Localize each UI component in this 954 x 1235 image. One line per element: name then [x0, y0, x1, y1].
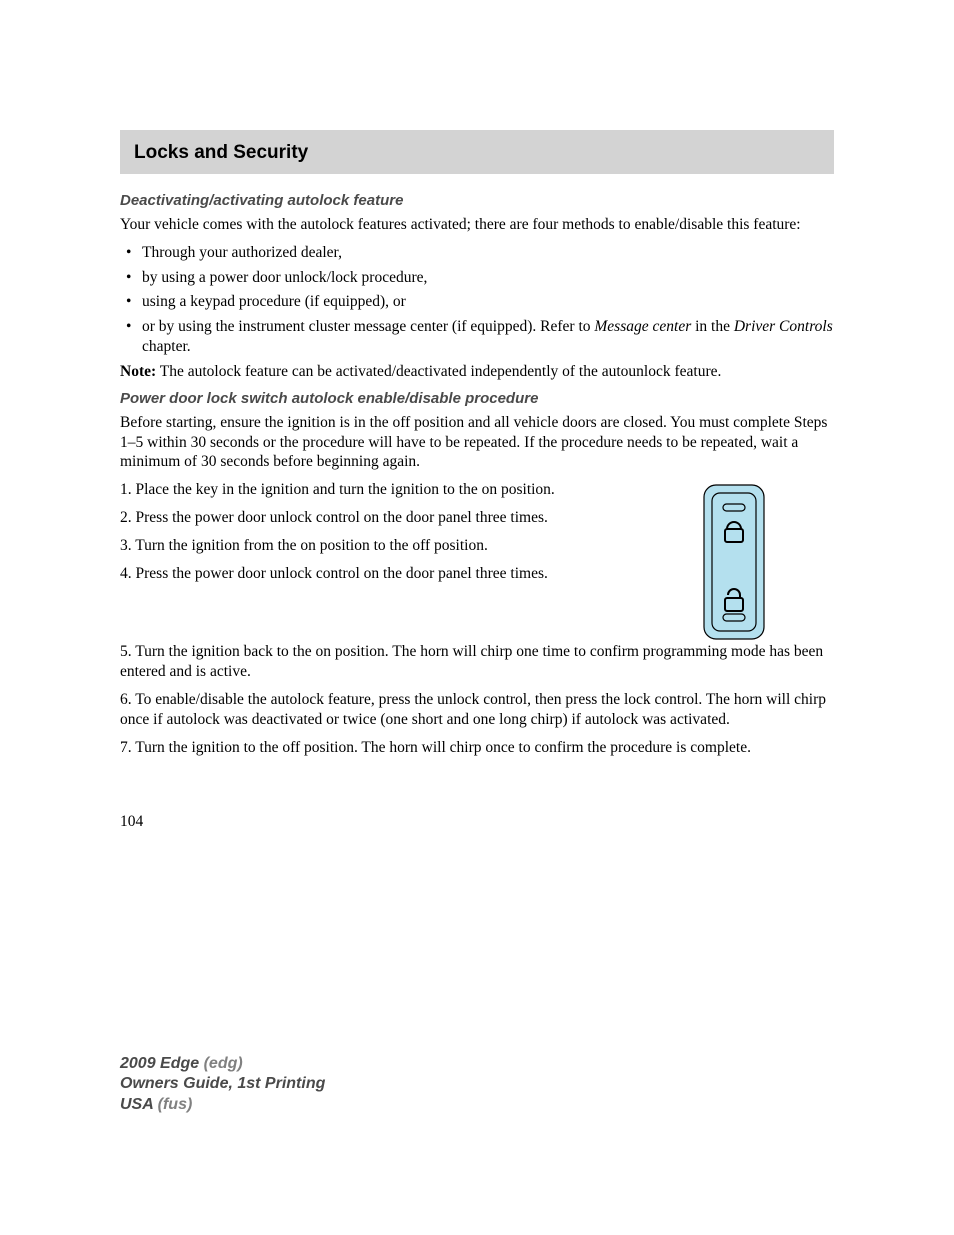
step-text: 6. To enable/disable the autolock featur…: [120, 690, 834, 730]
steps-column: 1. Place the key in the ignition and tur…: [120, 480, 616, 591]
illustration-column: [634, 480, 834, 642]
chapter-title: Locks and Security: [134, 142, 820, 164]
footer-line: USA (fus): [120, 1095, 325, 1115]
methods-list: Through your authorized dealer, by using…: [120, 243, 834, 357]
text-emphasis: Message center: [594, 318, 691, 335]
footer-line: Owners Guide, 1st Printing: [120, 1074, 325, 1094]
step-text: 3. Turn the ignition from the on positio…: [120, 536, 616, 556]
note-paragraph: Note: The autolock feature can be activa…: [120, 362, 834, 382]
footer-region: USA: [120, 1096, 153, 1113]
text-emphasis: Driver Controls: [734, 318, 833, 335]
list-item: or by using the instrument cluster messa…: [120, 317, 834, 357]
text: chapter.: [142, 338, 191, 355]
page-content: Locks and Security Deactivating/activati…: [0, 0, 954, 891]
text: in the: [691, 318, 734, 335]
intro-paragraph: Your vehicle comes with the autolock fea…: [120, 215, 834, 235]
chapter-header-bar: Locks and Security: [120, 130, 834, 174]
step-text: 7. Turn the ignition to the off position…: [120, 738, 834, 758]
footer-code: (edg): [199, 1055, 243, 1072]
step-text: 4. Press the power door unlock control o…: [120, 564, 616, 584]
procedure-intro: Before starting, ensure the ignition is …: [120, 413, 834, 472]
list-item: by using a power door unlock/lock proced…: [120, 268, 834, 288]
section-heading-autolock: Deactivating/activating autolock feature: [120, 192, 834, 209]
text: or by using the instrument cluster messa…: [142, 318, 594, 335]
step-text: 2. Press the power door unlock control o…: [120, 508, 616, 528]
two-column-layout: 1. Place the key in the ignition and tur…: [120, 480, 834, 642]
list-item: using a keypad procedure (if equipped), …: [120, 292, 834, 312]
note-label: Note:: [120, 363, 156, 380]
section-heading-procedure: Power door lock switch autolock enable/d…: [120, 390, 834, 407]
note-text: The autolock feature can be activated/de…: [156, 363, 721, 380]
footer-model: 2009 Edge: [120, 1055, 199, 1072]
page-footer: 2009 Edge (edg) Owners Guide, 1st Printi…: [120, 1054, 325, 1115]
footer-code: (fus): [153, 1096, 192, 1113]
step-text: 5. Turn the ignition back to the on posi…: [120, 642, 834, 682]
step-text: 1. Place the key in the ignition and tur…: [120, 480, 616, 500]
list-item: Through your authorized dealer,: [120, 243, 834, 263]
page-number: 104: [120, 813, 834, 831]
footer-line: 2009 Edge (edg): [120, 1054, 325, 1074]
lock-switch-illustration: [701, 482, 767, 642]
